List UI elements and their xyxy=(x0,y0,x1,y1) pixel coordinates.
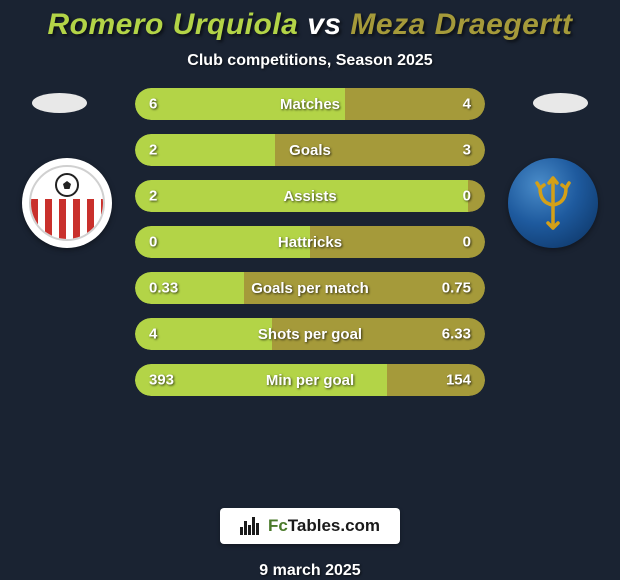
stat-row: 46.33Shots per goal xyxy=(135,318,485,350)
brand-logo: FcTables.com xyxy=(220,508,400,544)
player1-name: Romero Urquiola xyxy=(48,8,299,41)
stat-bar-left xyxy=(135,226,310,258)
stat-bar-right xyxy=(310,226,485,258)
brand-prefix: Fc xyxy=(268,516,288,535)
player2-name: Meza Draegertt xyxy=(350,8,572,41)
trident-icon xyxy=(528,173,578,233)
stat-bar-right xyxy=(387,364,485,396)
stat-bar-right xyxy=(244,272,486,304)
vs-label: vs xyxy=(307,8,341,41)
stat-row: 0.330.75Goals per match xyxy=(135,272,485,304)
stat-bar-left xyxy=(135,88,345,120)
main-area: ESTUDIANTES DE MERIDA 64Matches 23Goals 20… xyxy=(0,88,620,504)
stat-bar-left xyxy=(135,180,468,212)
player2-club-crest xyxy=(508,158,598,248)
stat-bar-right xyxy=(275,134,485,166)
soccer-ball-icon xyxy=(55,173,79,197)
stat-row: 393154Min per goal xyxy=(135,364,485,396)
stat-bar-left xyxy=(135,272,244,304)
stat-bar-right xyxy=(345,88,485,120)
page-title: Romero Urquiola vs Meza Draegertt xyxy=(48,8,573,42)
stat-bar-right xyxy=(272,318,486,350)
stat-row: 23Goals xyxy=(135,134,485,166)
stat-bar-right xyxy=(468,180,486,212)
stat-row: 00Hattricks xyxy=(135,226,485,258)
crest-left-stripes xyxy=(31,199,103,239)
player2-silhouette xyxy=(533,93,588,113)
brand-suffix: Tables.com xyxy=(288,516,380,535)
stat-bar-left xyxy=(135,134,275,166)
stat-bar-left xyxy=(135,364,387,396)
infographic-container: Romero Urquiola vs Meza Draegertt Club c… xyxy=(0,0,620,580)
player1-silhouette xyxy=(32,93,87,113)
footer-date: 9 march 2025 xyxy=(259,562,360,580)
stat-row: 20Assists xyxy=(135,180,485,212)
stat-row: 64Matches xyxy=(135,88,485,120)
bars-icon xyxy=(240,517,262,535)
crest-left-inner: ESTUDIANTES DE MERIDA xyxy=(29,165,105,241)
stat-bar-left xyxy=(135,318,272,350)
player1-club-crest: ESTUDIANTES DE MERIDA xyxy=(22,158,112,248)
subtitle: Club competitions, Season 2025 xyxy=(187,52,432,70)
brand-text: FcTables.com xyxy=(268,516,380,536)
stats-list: 64Matches 23Goals 20Assists 00Hattricks 0.33… xyxy=(135,88,485,396)
